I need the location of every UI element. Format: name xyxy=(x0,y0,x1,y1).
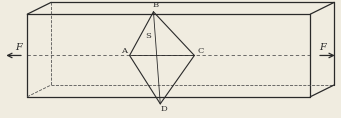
Text: F: F xyxy=(15,43,22,52)
Text: A: A xyxy=(121,47,128,55)
Text: C: C xyxy=(197,47,204,55)
Text: D: D xyxy=(160,105,167,113)
Text: S: S xyxy=(145,32,151,40)
Text: B: B xyxy=(152,1,158,9)
Text: F: F xyxy=(319,43,326,52)
